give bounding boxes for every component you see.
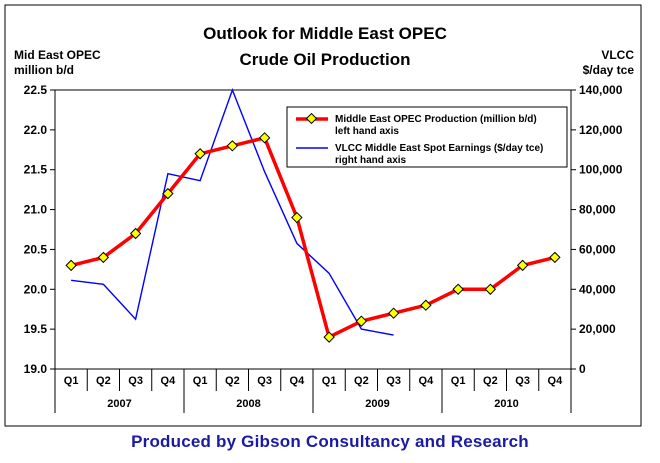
chart-title-line-1: Outlook for Middle East OPEC [203,24,447,43]
x-tick-label-quarter: Q4 [548,375,564,387]
opec-data-point [323,331,335,343]
x-tick-label-quarter: Q3 [257,375,272,387]
left-tick-label: 20.0 [24,282,48,296]
x-tick-label-quarter: Q3 [386,375,401,387]
opec-data-point [420,299,432,311]
right-tick-label: 20,000 [579,322,616,336]
x-tick-label-quarter: Q4 [290,375,306,387]
opec-data-point [387,307,400,319]
left-tick-label: 21.5 [24,163,48,177]
opec-data-point [194,148,206,160]
opec-data-point [291,211,303,224]
right-axis-ticks: 0 20,000 40,000 60,000 80,000 100,000 120,000 1… [571,83,623,376]
legend: Middle East OPEC Production (million b/d… [286,106,568,168]
x-tick-label-year: 2009 [365,398,389,410]
right-tick-label: 60,000 [579,242,616,256]
x-tick-label-year: 2007 [107,398,131,410]
right-axis-label-line-2: $/day tce [583,63,635,77]
opec-data-point [549,251,561,264]
x-tick-label-year: 2008 [236,398,260,410]
left-axis-ticks: 19.0 19.5 20.0 20.5 21.0 21.5 22.0 22.5 [24,83,55,376]
x-tick-label-quarter: Q1 [193,375,208,387]
x-tick-label-quarter: Q1 [451,375,466,387]
left-tick-label: 20.5 [24,242,48,256]
x-tick-label-quarter: Q1 [322,375,337,387]
x-tick-label-year: 2010 [494,398,518,410]
x-tick-label-quarter: Q4 [419,375,435,387]
opec-data-point [516,259,529,272]
opec-data-point [129,227,142,240]
opec-data-point [162,187,174,200]
left-axis-label-line-2: million b/d [14,63,74,77]
series-markers-opec-production [65,132,561,343]
right-tick-label: 140,000 [579,83,623,97]
legend-sublabel-opec-production: left hand axis [335,126,399,137]
legend-label-vlcc-earnings: VLCC Middle East Spot Earnings ($/day tc… [335,143,543,154]
opec-data-point [226,140,239,152]
left-tick-label: 19.0 [24,362,48,376]
left-axis-label-line-1: Mid East OPEC [14,48,101,62]
legend-box [286,106,568,168]
x-tick-label-quarter: Q2 [96,375,111,387]
right-axis-label-line-1: VLCC [601,48,634,62]
legend-label-opec-production: Middle East OPEC Production (million b/d… [335,114,537,125]
left-tick-label: 19.5 [24,322,48,336]
x-tick-label-quarter: Q4 [161,375,177,387]
footer-credit: Produced by Gibson Consultancy and Resea… [131,432,529,451]
x-tick-label-quarter: Q2 [483,375,498,387]
right-tick-label: 120,000 [579,123,623,137]
right-tick-label: 80,000 [579,203,616,217]
series-line-opec-production [70,136,556,339]
series-line-vlcc-earnings [71,88,394,336]
x-tick-label-quarter: Q1 [64,375,79,387]
legend-sublabel-vlcc-earnings: right hand axis [335,155,407,166]
legend-marker-opec-production [305,112,318,125]
chart-title-line-2: Crude Oil Production [240,50,411,69]
right-tick-label: 0 [579,362,586,376]
x-tick-label-quarter: Q2 [354,375,369,387]
x-tick-label-quarter: Q2 [225,375,240,387]
opec-data-point [65,259,77,272]
left-tick-label: 21.0 [24,203,48,217]
left-tick-label: 22.5 [24,83,48,97]
opec-data-point [97,251,110,264]
left-tick-label: 22.0 [24,123,48,137]
opec-data-point [484,283,497,295]
opec-data-point [452,283,464,295]
right-tick-label: 100,000 [579,163,623,177]
opec-data-point [355,315,368,327]
x-tick-label-quarter: Q3 [128,375,143,387]
x-axis-labels: Q1 Q2 Q3 Q4 Q1 Q2 Q3 Q4 Q1 Q2 Q3 Q4 Q1 Q2 Q3 Q4 2007 2008… [54,369,572,413]
right-tick-label: 40,000 [579,282,616,296]
x-tick-label-quarter: Q3 [515,375,530,387]
opec-data-point [258,132,271,144]
